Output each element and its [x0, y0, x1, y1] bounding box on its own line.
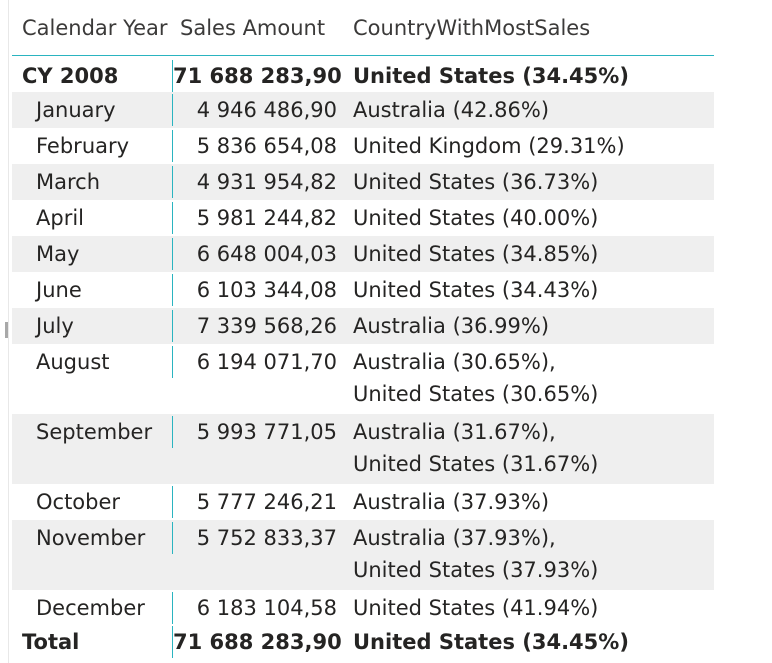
- country-line: United States (34.43%): [353, 278, 599, 302]
- table-row[interactable]: April 5 981 244,82 United States (40.00%): [12, 200, 714, 236]
- sales-amount-value: 5 836 654,08: [172, 130, 347, 162]
- month-rows: January 4 946 486,90 Australia (42.86%) Feb…: [12, 92, 714, 626]
- country-line: Australia (42.86%): [353, 98, 550, 122]
- country-line: United States (36.73%): [353, 170, 599, 194]
- table-row[interactable]: February 5 836 654,08 United Kingdom (29.3…: [12, 128, 714, 164]
- country-value: United States (36.73%): [347, 166, 714, 198]
- country-line: United Kingdom (29.31%): [353, 134, 625, 158]
- header-row: Calendar Year Sales Amount CountryWithMo…: [12, 0, 714, 56]
- total-country-value: United States (34.45%): [353, 630, 629, 654]
- month-label: July: [36, 314, 74, 338]
- table-row[interactable]: August 6 194 071,70 Australia (30.65%), Uni…: [12, 344, 714, 414]
- header-country-with-most-sales[interactable]: CountryWithMostSales: [353, 15, 591, 40]
- country-value: Australia (37.93%): [347, 486, 714, 518]
- year-row[interactable]: CY 2008 71 688 283,90 United States (34.…: [12, 56, 714, 92]
- country-line: United States (40.00%): [353, 206, 599, 230]
- month-label: October: [36, 490, 121, 514]
- table-row[interactable]: May 6 648 004,03 United States (34.85%): [12, 236, 714, 272]
- total-label: Total: [22, 630, 80, 654]
- country-line: United States (34.85%): [353, 242, 599, 266]
- table-row[interactable]: January 4 946 486,90 Australia (42.86%): [12, 92, 714, 128]
- matrix-table: Calendar Year Sales Amount CountryWithMo…: [12, 0, 714, 658]
- country-value: Australia (36.99%): [347, 310, 714, 342]
- total-row: Total 71 688 283,90 United States (34.45…: [12, 626, 714, 658]
- total-sales-value: 71 688 283,90: [172, 626, 347, 658]
- country-line: United States (37.93%): [353, 558, 599, 582]
- month-label: June: [36, 278, 82, 302]
- sales-amount-value: 5 752 833,37: [172, 522, 347, 554]
- year-sales-value: 71 688 283,90: [172, 60, 347, 92]
- resize-grip-icon[interactable]: [5, 322, 8, 338]
- month-label: September: [36, 420, 153, 444]
- table-row[interactable]: October 5 777 246,21 Australia (37.93%): [12, 484, 714, 520]
- sales-amount-value: 6 103 344,08: [172, 274, 347, 306]
- country-line: Australia (37.93%): [353, 490, 550, 514]
- year-label: CY 2008: [22, 64, 119, 88]
- country-line: Australia (37.93%),: [353, 526, 556, 550]
- sales-amount-value: 5 981 244,82: [172, 202, 347, 234]
- header-sales-amount[interactable]: Sales Amount: [180, 15, 326, 40]
- country-value: United States (41.94%): [347, 592, 714, 624]
- table-row[interactable]: July 7 339 568,26 Australia (36.99%): [12, 308, 714, 344]
- month-label: May: [36, 242, 80, 266]
- month-label: November: [36, 526, 146, 550]
- sales-amount-value: 4 946 486,90: [172, 94, 347, 126]
- sales-amount-value: 7 339 568,26: [172, 310, 347, 342]
- month-label: January: [36, 98, 116, 122]
- table-row[interactable]: December 6 183 104,58 United States (41.94…: [12, 590, 714, 626]
- country-line: Australia (36.99%): [353, 314, 550, 338]
- sales-amount-value: 6 194 071,70: [172, 346, 347, 378]
- country-line: United States (30.65%): [353, 382, 599, 406]
- table-row[interactable]: September 5 993 771,05 Australia (31.67%),…: [12, 414, 714, 484]
- country-value: Australia (42.86%): [347, 94, 714, 126]
- table-row[interactable]: June 6 103 344,08 United States (34.43%): [12, 272, 714, 308]
- month-label: February: [36, 134, 130, 158]
- sales-amount-value: 4 931 954,82: [172, 166, 347, 198]
- country-line: Australia (31.67%),: [353, 420, 556, 444]
- country-value: Australia (30.65%), United States (30.65%…: [347, 346, 714, 410]
- month-label: December: [36, 596, 145, 620]
- visual-left-edge: [8, 0, 9, 663]
- country-line: United States (41.94%): [353, 596, 599, 620]
- sales-amount-value: 6 183 104,58: [172, 592, 347, 624]
- sales-amount-value: 5 777 246,21: [172, 486, 347, 518]
- sales-amount-value: 5 993 771,05: [172, 416, 347, 448]
- year-country-value: United States (34.45%): [353, 64, 629, 88]
- sales-amount-value: 6 648 004,03: [172, 238, 347, 270]
- country-value: Australia (37.93%), United States (37.93%…: [347, 522, 714, 586]
- country-value: United States (40.00%): [347, 202, 714, 234]
- table-row[interactable]: November 5 752 833,37 Australia (37.93%), U…: [12, 520, 714, 590]
- country-value: Australia (31.67%), United States (31.67%…: [347, 416, 714, 480]
- country-line: Australia (30.65%),: [353, 350, 556, 374]
- month-label: March: [36, 170, 101, 194]
- country-value: United Kingdom (29.31%): [347, 130, 714, 162]
- month-label: August: [36, 350, 110, 374]
- header-calendar-year[interactable]: Calendar Year: [22, 15, 168, 40]
- country-line: United States (31.67%): [353, 452, 599, 476]
- table-row[interactable]: March 4 931 954,82 United States (36.73%): [12, 164, 714, 200]
- country-value: United States (34.43%): [347, 274, 714, 306]
- country-value: United States (34.85%): [347, 238, 714, 270]
- month-label: April: [36, 206, 84, 230]
